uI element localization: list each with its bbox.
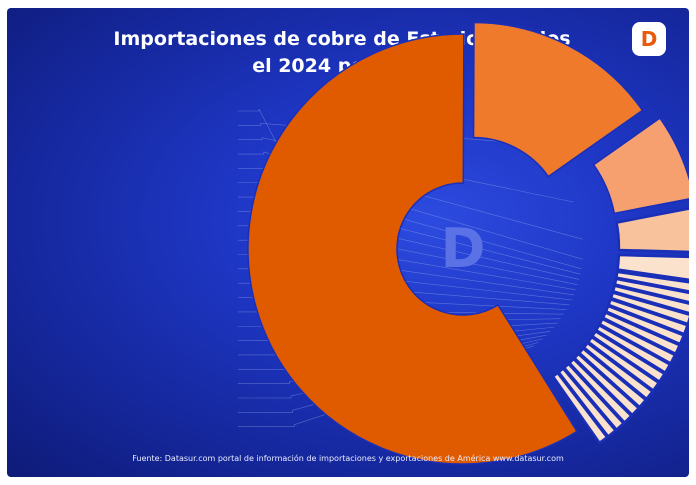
slice-netherlands: [607, 297, 689, 336]
slice-china: [601, 310, 682, 356]
slice-india: [582, 341, 655, 401]
slice-czech-republic: [572, 352, 641, 417]
slice-mexico: [616, 253, 689, 282]
donut-chart: D: [238, 21, 689, 465]
slice-chile: [247, 33, 578, 465]
slice-hungary: [594, 323, 672, 375]
slice-peru: [592, 117, 689, 215]
chart-card: Importaciones de cobre de Estados Unidos…: [7, 8, 689, 477]
slice-canada: [472, 21, 644, 178]
slice-korea-south: [586, 335, 661, 393]
slice-spain: [556, 366, 618, 439]
slice-japan: [567, 357, 634, 425]
slice-belgium: [609, 291, 689, 326]
slice-congo-brazzaville-: [613, 277, 689, 304]
slice-ukraine: [551, 371, 609, 445]
slice-vietnam: [590, 329, 667, 384]
slice-bolivia: [604, 304, 686, 346]
source-note: Fuente: Datasur.com portal de informació…: [132, 454, 564, 463]
slice-australia: [611, 284, 689, 315]
slice-zambia: [614, 270, 689, 293]
slice-congo-kinshasa-: [615, 207, 689, 254]
slice-turkey: [562, 362, 626, 432]
slice-italy: [577, 346, 648, 409]
slice-federal-republic-of-germany: [598, 317, 677, 366]
datasur-logo-icon: D: [632, 22, 666, 56]
center-logo-mark: D: [441, 217, 486, 280]
slices: [247, 21, 689, 465]
